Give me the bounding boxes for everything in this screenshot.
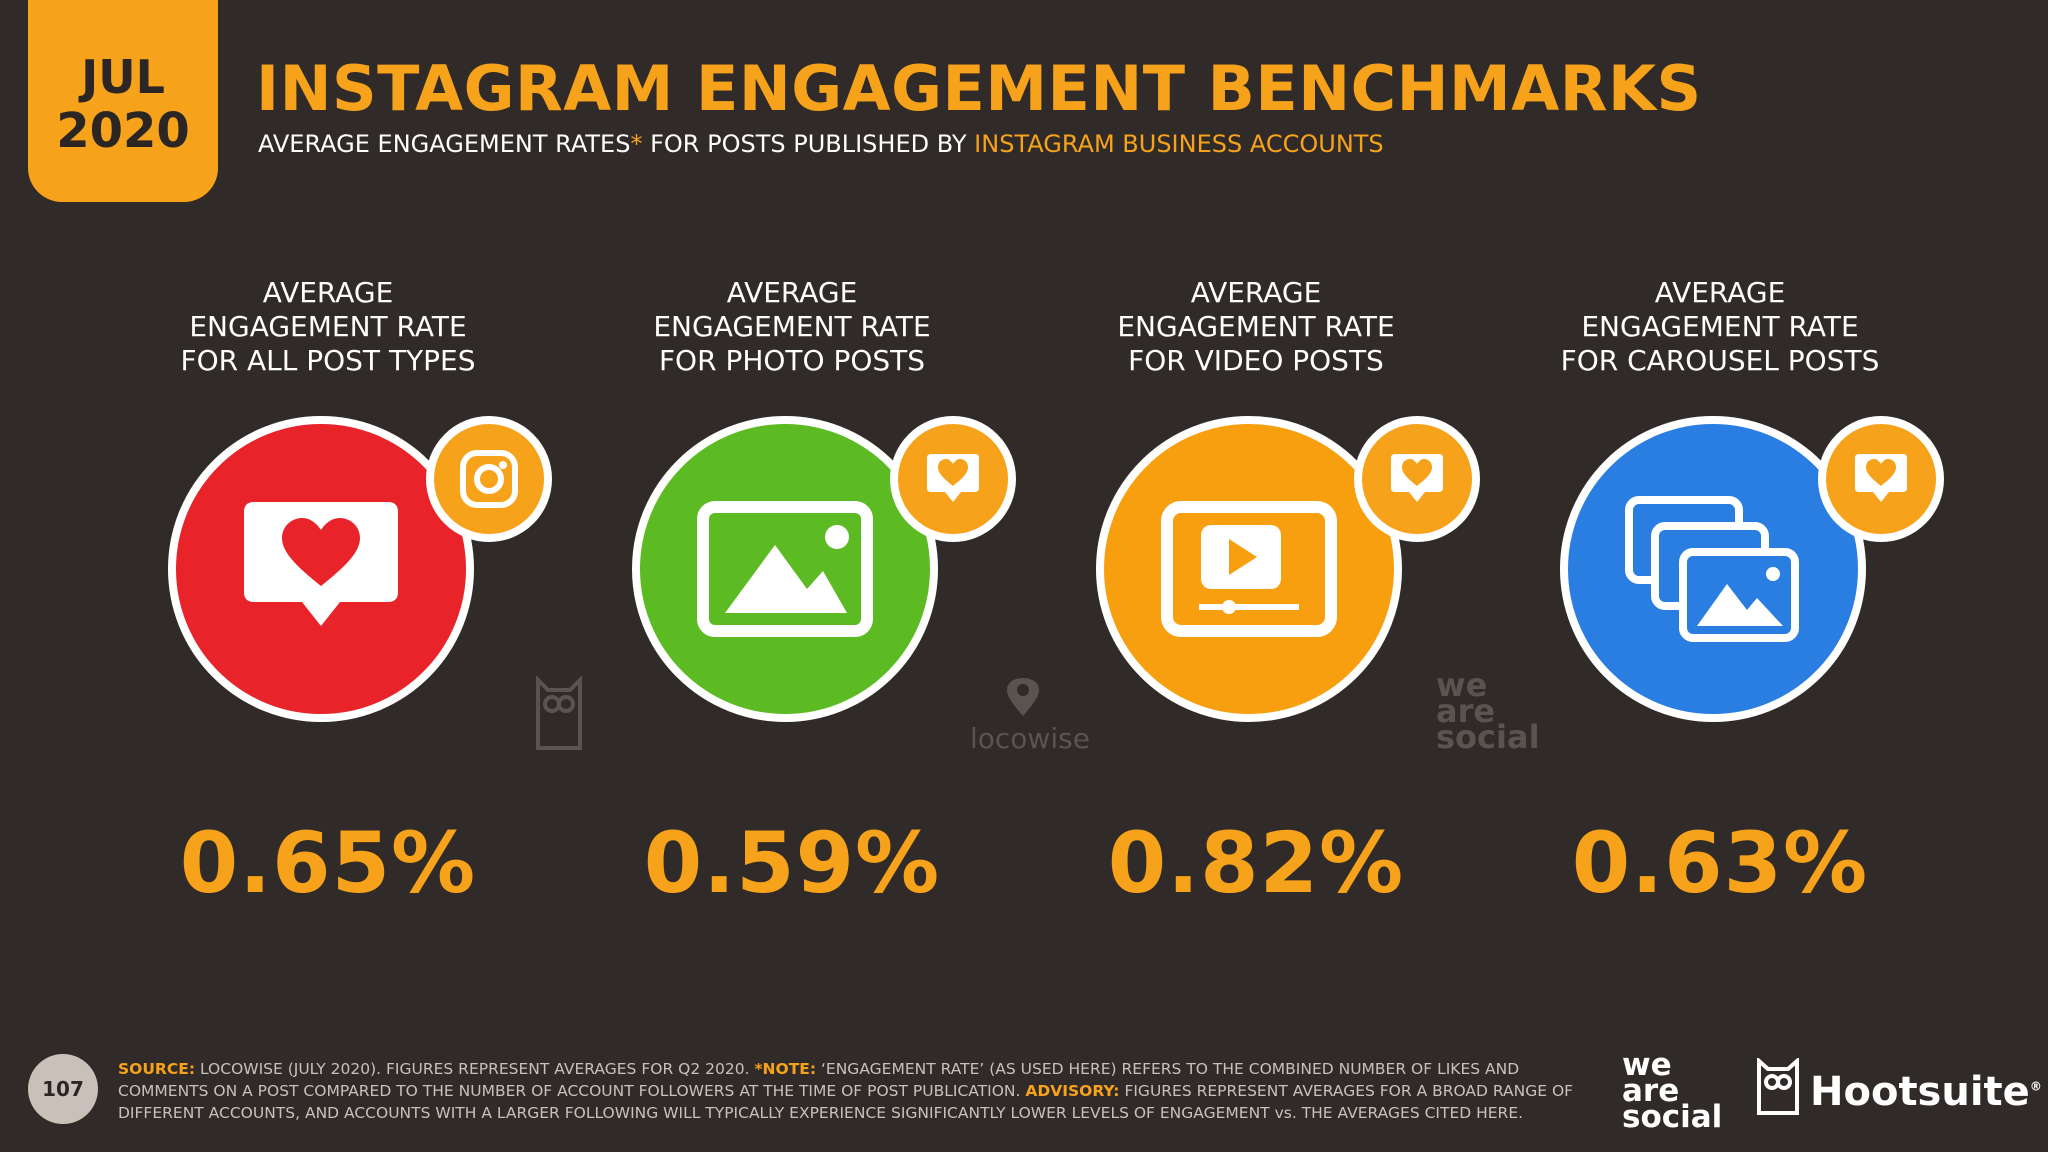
metric-label-line: FOR ALL POST TYPES xyxy=(180,344,476,377)
photo-icon xyxy=(632,416,938,722)
metric-graphic xyxy=(1036,416,1480,766)
subtitle-part-b: FOR POSTS PUBLISHED BY xyxy=(642,130,975,158)
date-month: JUL xyxy=(81,50,165,104)
metric-value: 0.82% xyxy=(1107,814,1405,912)
note-text: ‘ENGAGEMENT RATE’ (AS USED HERE) REFERS … xyxy=(118,1060,1520,1100)
logo-we: we xyxy=(1622,1047,1672,1083)
video-icon xyxy=(1096,416,1402,722)
hootsuite-registered-mark: ® xyxy=(2029,1079,2042,1094)
metric-label: AVERAGE ENGAGEMENT RATE FOR ALL POST TYP… xyxy=(108,276,548,386)
metric-value: 0.63% xyxy=(1571,814,1869,912)
metric-label-line: AVERAGE xyxy=(262,276,394,309)
hootsuite-wordmark: Hootsuite® xyxy=(1810,1069,2042,1115)
metric-graphic xyxy=(108,416,552,766)
heart-bubble-icon xyxy=(1818,416,1944,542)
logo-are: are xyxy=(1622,1073,1680,1109)
metric-graphic xyxy=(1500,416,1944,766)
metric-label-line: ENGAGEMENT RATE xyxy=(1117,310,1395,343)
footer-source-note: SOURCE: LOCOWISE (JULY 2020). FIGURES RE… xyxy=(118,1058,1598,1124)
wm-we: we xyxy=(1436,666,1488,704)
subtitle-part-a: AVERAGE ENGAGEMENT RATES xyxy=(258,130,631,158)
locowise-pin-icon xyxy=(970,676,1076,722)
hootsuite-owl-icon xyxy=(1756,1056,1800,1126)
metric-label-line: AVERAGE xyxy=(726,276,858,309)
we-are-social-logo: we are social xyxy=(1622,1047,1723,1135)
logo-social: social xyxy=(1622,1099,1723,1135)
hootsuite-text: Hootsuite xyxy=(1810,1069,2030,1115)
hootsuite-logo: Hootsuite® xyxy=(1756,1056,2042,1126)
wm-are: are xyxy=(1436,692,1496,730)
metric-carousel-posts: AVERAGE ENGAGEMENT RATE FOR CAROUSEL POS… xyxy=(1500,276,1944,912)
page-title: INSTAGRAM ENGAGEMENT BENCHMARKS xyxy=(256,52,1702,125)
note-key: *NOTE: xyxy=(754,1060,817,1078)
metric-label: AVERAGE ENGAGEMENT RATE FOR CAROUSEL POS… xyxy=(1500,276,1940,386)
metric-all-post-types: AVERAGE ENGAGEMENT RATE FOR ALL POST TYP… xyxy=(108,276,552,912)
heart-bubble-icon xyxy=(890,416,1016,542)
heart-bubble-icon xyxy=(1354,416,1480,542)
metric-graphic xyxy=(572,416,1016,766)
advisory-text: FIGURES REPRESENT AVERAGES FOR A BROAD R… xyxy=(118,1082,1574,1122)
wm-social: social xyxy=(1436,718,1540,756)
metric-label-line: AVERAGE xyxy=(1654,276,1786,309)
metric-label-line: FOR CAROUSEL POSTS xyxy=(1560,344,1880,377)
page-subtitle: AVERAGE ENGAGEMENT RATES* FOR POSTS PUBL… xyxy=(258,130,1384,158)
metric-label-line: AVERAGE xyxy=(1190,276,1322,309)
metric-label-line: ENGAGEMENT RATE xyxy=(653,310,931,343)
date-year: 2020 xyxy=(56,103,190,159)
carousel-icon xyxy=(1560,416,1866,722)
date-badge: JUL 2020 xyxy=(28,0,218,202)
page-number: 107 xyxy=(28,1054,98,1124)
metric-value: 0.59% xyxy=(643,814,941,912)
locowise-watermark-text: locowise xyxy=(970,722,1090,755)
speech-heart-icon xyxy=(168,416,474,722)
source-key: SOURCE: xyxy=(118,1060,196,1078)
metric-label: AVERAGE ENGAGEMENT RATE FOR PHOTO POSTS xyxy=(572,276,1012,386)
metric-label: AVERAGE ENGAGEMENT RATE FOR VIDEO POSTS xyxy=(1036,276,1476,386)
metric-label-line: FOR VIDEO POSTS xyxy=(1128,344,1384,377)
metric-label-line: ENGAGEMENT RATE xyxy=(189,310,467,343)
locowise-watermark: locowise xyxy=(970,676,1090,755)
advisory-key: ADVISORY: xyxy=(1025,1082,1120,1100)
source-text: LOCOWISE (JULY 2020). FIGURES REPRESENT … xyxy=(195,1060,755,1078)
metric-circle xyxy=(168,416,474,722)
subtitle-asterisk: * xyxy=(630,130,643,158)
metric-video-posts: AVERAGE ENGAGEMENT RATE FOR VIDEO POSTS … xyxy=(1036,276,1480,912)
metric-photo-posts: AVERAGE ENGAGEMENT RATE FOR PHOTO POSTS … xyxy=(572,276,1016,912)
metric-value: 0.65% xyxy=(179,814,477,912)
metric-label-line: ENGAGEMENT RATE xyxy=(1581,310,1859,343)
subtitle-highlight: INSTAGRAM BUSINESS ACCOUNTS xyxy=(974,130,1384,158)
wearesocial-watermark: we are social xyxy=(1436,666,1540,756)
metric-label-line: FOR PHOTO POSTS xyxy=(658,344,926,377)
instagram-icon xyxy=(426,416,552,542)
hootsuite-owl-watermark-icon xyxy=(534,675,584,756)
